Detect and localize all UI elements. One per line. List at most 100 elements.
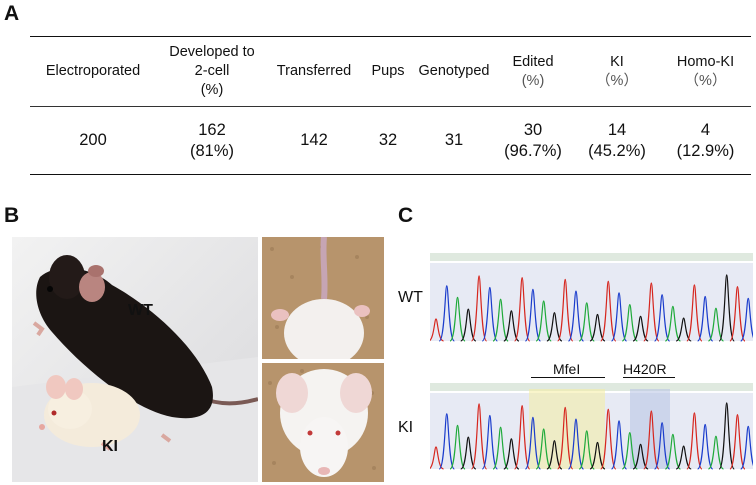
chromatogram-peak	[567, 290, 585, 342]
mfei-site-bar	[531, 377, 605, 378]
chromatogram-peak	[589, 441, 606, 470]
chromatogram-peak	[707, 307, 725, 342]
chromatogram-peak	[514, 404, 531, 470]
wt-trace-label: WT	[398, 289, 423, 306]
chromatogram-peak	[600, 280, 617, 342]
chromatogram-peak	[589, 313, 606, 342]
chromatogram-peak	[697, 423, 714, 470]
ki-trace-label: KI	[398, 419, 414, 436]
wt-chromatogram	[428, 253, 756, 345]
cell-edited: 30 (96.7%)	[504, 120, 562, 160]
chromatogram-peak	[675, 317, 692, 342]
chromatogram-peak	[718, 274, 735, 342]
chromatogram-peak	[664, 305, 681, 342]
chromatogram-peak	[643, 410, 660, 470]
header-genotyped: Genotyped	[418, 63, 490, 79]
chromatogram-peak	[653, 294, 671, 342]
chromatogram-peak	[632, 315, 649, 342]
chromatogram-peak	[535, 428, 552, 470]
chromatogram-peak	[686, 412, 703, 470]
ki-head-ear-shape	[276, 373, 308, 413]
chromatogram-peak	[686, 284, 703, 342]
chromatogram-peak	[449, 296, 466, 342]
header-transferred: Transferred	[276, 63, 352, 79]
chromatogram-peak	[697, 295, 714, 342]
cell-genotyped: 31	[444, 131, 464, 149]
cell-ki: 14 (45.2%)	[588, 120, 646, 160]
ki-photo-label: KI	[102, 438, 118, 455]
chromatogram-peak	[428, 446, 444, 470]
cell-transferred: 142	[300, 131, 328, 149]
chromatogram-peak	[643, 282, 660, 342]
chromatogram-peak	[610, 292, 628, 342]
wt-mouse-shape	[36, 268, 213, 419]
panel-label-a: A	[4, 2, 20, 25]
chromatogram-peak	[729, 413, 746, 470]
h420r-site-label: H420R	[623, 361, 667, 377]
table-header-row: Electroporated Developed to 2-cell (%) T…	[30, 36, 751, 107]
chromatogram-peak	[632, 443, 649, 470]
chromatogram-peak	[460, 436, 477, 470]
panel-label-c: C	[398, 204, 414, 227]
cell-developed: 162 (81%)	[189, 120, 234, 160]
chromatogram-peak	[428, 318, 444, 342]
header-electroporated: Electroporated	[45, 63, 141, 79]
chromatogram-peak	[438, 413, 455, 470]
results-table: Electroporated Developed to 2-cell (%) T…	[30, 36, 751, 175]
tail-photo	[262, 237, 384, 359]
chromatogram-peak	[653, 422, 671, 470]
table-row: 200 162 (81%) 142 32 31 30 (96.7%) 14 (45.2…	[30, 107, 751, 175]
cell-electroporated: 200	[79, 131, 107, 149]
chromatogram-peak	[718, 402, 735, 470]
ki-chromatogram	[428, 383, 756, 473]
chromatogram-peak	[557, 406, 574, 470]
header-pups: Pups	[371, 63, 405, 79]
wt-photo-label: WT	[128, 302, 153, 319]
chromatogram-peak	[492, 298, 509, 342]
mice-photo	[12, 237, 258, 482]
chromatogram-peak	[514, 276, 531, 342]
chromatogram-peak	[481, 286, 498, 342]
chromatogram-peak	[729, 285, 746, 342]
chromatogram-peak	[524, 288, 542, 342]
chromatogram-peak	[578, 302, 595, 342]
chromatogram-peak	[567, 418, 585, 470]
chromatogram-peak	[460, 308, 477, 342]
header-developed: Developed to 2-cell (%)	[169, 44, 255, 98]
chromatogram-peak	[492, 426, 509, 470]
mfei-site-label: MfeI	[553, 361, 581, 377]
base-call-band	[430, 253, 753, 261]
chromatogram-peak	[578, 430, 595, 470]
quality-background	[430, 263, 753, 341]
header-edited: Edited (%)	[512, 53, 554, 89]
h420r-site-bar	[623, 377, 675, 378]
chromatogram-peak	[707, 435, 725, 470]
chromatogram-peak	[535, 300, 552, 342]
chromatogram-peak	[610, 420, 628, 470]
panel-label-b: B	[4, 204, 20, 227]
chromatogram-peak	[524, 416, 542, 470]
cell-pups: 32	[378, 131, 398, 149]
cell-homo-ki: 4 (12.9%)	[676, 120, 735, 160]
chromatogram-peak	[740, 297, 756, 342]
wt-ear-shape	[79, 272, 105, 302]
chromatogram-peak	[740, 425, 756, 470]
base-call-band	[430, 383, 753, 391]
chromatogram-peak	[675, 445, 692, 470]
chromatogram-peak	[546, 440, 563, 470]
tail-shape	[320, 237, 328, 300]
chromatogram-peak	[621, 303, 638, 342]
ki-rear-shape	[284, 299, 364, 359]
chromatogram-peak	[470, 275, 488, 342]
chromatogram-peak	[600, 408, 617, 470]
header-homo-ki: Homo-KI （%）	[676, 53, 735, 89]
chromatogram-peak	[481, 414, 498, 470]
chromatogram-peak	[664, 433, 681, 470]
chromatogram-peak	[438, 285, 455, 342]
chromatogram-peak	[449, 424, 466, 470]
head-photo	[262, 363, 384, 482]
chromatogram-peak	[546, 312, 563, 342]
chromatogram-peak	[503, 310, 520, 342]
chromatogram-peak	[470, 403, 488, 470]
chromatogram-peak	[621, 431, 638, 470]
